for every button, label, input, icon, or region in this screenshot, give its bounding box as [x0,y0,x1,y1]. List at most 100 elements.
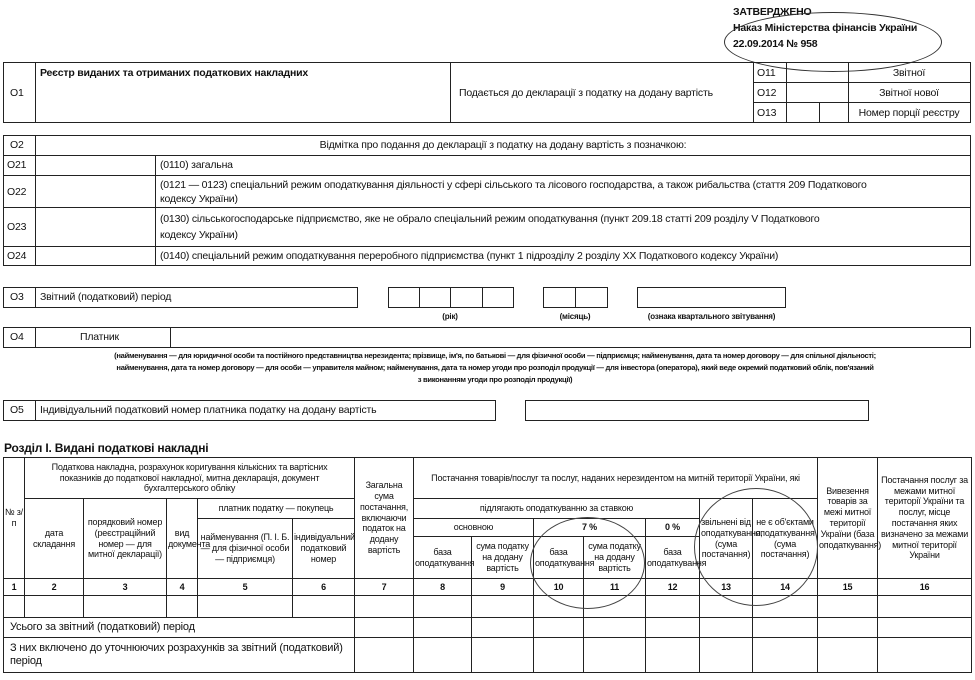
total-row-label: Усього за звітний (податковий) період [3,617,355,638]
table-cell[interactable] [413,595,472,618]
o1-submitted: Подається до декларації з податку на дод… [459,87,713,99]
table-cell[interactable] [752,617,818,638]
o11-label: Звітної [892,67,926,79]
table-cell[interactable] [645,637,700,673]
column-numbers-row: 1 2 3 4 5 6 7 8 9 10 11 12 13 14 15 16 [3,578,972,596]
table-cell[interactable] [354,637,414,673]
column-number: 3 [83,578,167,596]
o4-note-line3: з виконанням угоди про розподіл продукці… [417,375,573,384]
column-number: 5 [197,578,293,596]
o12-code: О12 [757,87,777,99]
o23-code: О23 [7,221,27,233]
th-regnum: порядковий номер (реєстраційний номер — … [83,498,167,579]
o22-code: О22 [7,186,27,198]
table-cell[interactable] [83,595,167,618]
table-cell[interactable] [583,617,646,638]
section-title: Розділ I. Видані податкові накладні [4,441,209,455]
table-cell[interactable] [752,637,818,673]
table-cell[interactable] [645,595,700,618]
th-taxed: підлягають оподаткуванню за ставкою [413,498,700,519]
total-row: Усього за звітний (податковий) період [3,617,972,638]
ipn-input[interactable] [525,400,869,421]
payer-input[interactable] [171,328,970,347]
o4-code: О4 [10,331,24,343]
o5-code: О5 [10,404,24,416]
circle-mark-exempt [694,488,818,606]
table-cell[interactable] [877,617,972,638]
table-cell[interactable] [877,637,972,673]
o23-text: (0130) сільськогосподарське підприємство… [160,213,820,225]
year-label: (рік) [442,312,458,321]
o3-label: Звітний (податковий) період [40,291,172,303]
table-cell[interactable] [699,617,753,638]
o5-label: Індивідуальний податковий номер платника… [40,404,377,416]
table-cell[interactable] [413,617,472,638]
table-cell[interactable] [354,595,414,618]
o24-code: О24 [7,250,27,262]
table-cell[interactable] [3,595,25,618]
column-number: 4 [166,578,198,596]
table-cell[interactable] [817,617,878,638]
o11-code: О11 [757,67,776,79]
table-cell[interactable] [24,595,84,618]
table-cell[interactable] [645,617,700,638]
table-cell[interactable] [877,595,972,618]
table-cell[interactable] [699,637,753,673]
th-buyer: платник податку — покупець [197,498,355,519]
table-cell[interactable] [583,637,646,673]
table-cell[interactable] [533,637,584,673]
o3-code: О3 [10,291,24,303]
o11-checkbox[interactable] [787,63,847,82]
table-cell[interactable] [197,595,293,618]
o4-label: Платник [80,331,119,343]
th-document: Податкова накладна, розрахунок коригуван… [24,457,355,499]
table-cell[interactable] [471,595,534,618]
table-cell[interactable] [817,637,878,673]
th-total: Загальна сума постачання, включаючи пода… [354,457,414,579]
o13-code: О13 [757,107,777,119]
th-rate-basic: основною [413,518,534,537]
column-number: 1 [3,578,25,596]
th-export: Вивезення товарів за межі митної територ… [817,457,881,579]
approval-circle-mark [724,12,942,72]
year-input[interactable] [388,287,514,308]
o4-note-line2: найменування, дата та номер договору — д… [116,363,874,372]
th-date: дата складання [24,498,84,579]
o12-checkbox[interactable] [787,83,847,102]
o1-box [3,62,971,123]
month-label: (місяць) [559,312,591,321]
o22-text: (0121 — 0123) спеціальний режим оподатку… [160,179,867,191]
th-rate-0: 0 % [645,518,700,537]
table-cell[interactable] [354,617,414,638]
o3-box [3,287,358,308]
column-number: 7 [354,578,414,596]
o2-title: Відмітка про подання до декларації з под… [319,139,687,151]
o2-code: О2 [10,139,24,151]
table-row [3,595,972,618]
o21-text: (0110) загальна [160,159,233,171]
column-number: 2 [24,578,84,596]
column-number: 6 [292,578,355,596]
table-cell[interactable] [817,595,878,618]
included-row: З них включено до уточнюючих розрахунків… [3,637,972,673]
column-number: 16 [877,578,972,596]
table-cell[interactable] [533,617,584,638]
table-cell[interactable] [292,595,355,618]
o21-code: О21 [7,159,27,171]
th-abroad: Постачання послуг за межами митної терит… [877,457,972,579]
th-buyer-name: найменування (П. І. Б. — для фізичної ос… [197,518,293,579]
column-number: 8 [413,578,472,596]
table-cell[interactable] [471,617,534,638]
o4-box [3,327,971,348]
table-cell[interactable] [471,637,534,673]
quarter-input[interactable] [637,287,786,308]
o1-code: О1 [10,87,24,99]
column-number: 12 [645,578,700,596]
circle-mark-7-percent [530,517,645,609]
o12-label: Звітної нової [879,87,939,99]
issued-invoices-table: № з/п Податкова накладна, розрахунок кор… [3,457,972,673]
th-num: № з/п [3,457,25,579]
table-cell[interactable] [413,637,472,673]
table-cell[interactable] [166,595,198,618]
th-basic-vat: сума податку на додану вартість [471,536,534,579]
